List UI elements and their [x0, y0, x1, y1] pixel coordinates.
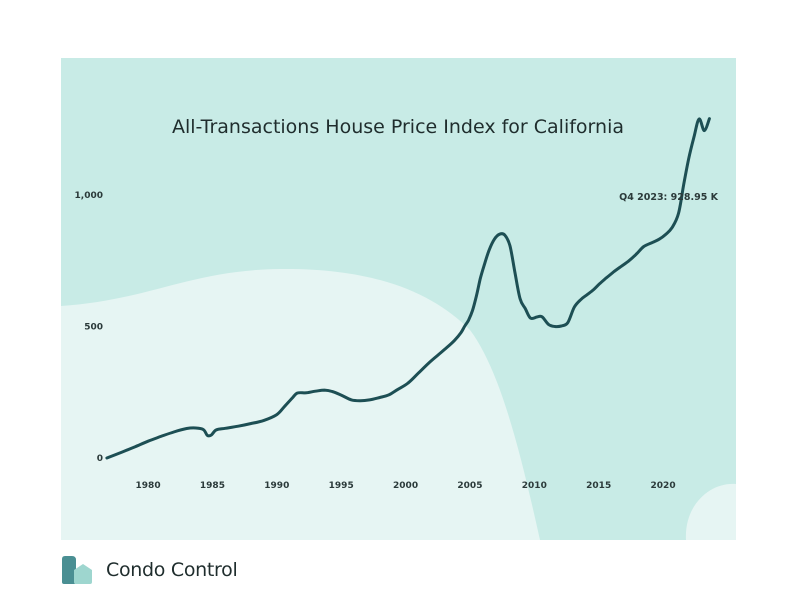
condo-control-logo-icon [62, 556, 92, 584]
x-axis-ticks: 1980 1985 1990 1995 2000 2005 2010 2015 2020 [136, 481, 676, 491]
y-tick-label: 500 [84, 323, 103, 333]
brand-footer: Condo Control [60, 556, 238, 584]
x-tick-label: 1990 [264, 481, 289, 491]
x-tick-label: 2010 [522, 481, 547, 491]
chart-annotation: Q4 2023: 928.95 K [619, 192, 719, 203]
chart-title: All-Transactions House Price Index for C… [172, 116, 624, 138]
x-tick-label: 2015 [586, 481, 611, 491]
y-tick-label: 0 [97, 454, 103, 464]
x-tick-label: 1985 [200, 481, 225, 491]
x-tick-label: 1980 [136, 481, 161, 491]
y-axis-ticks: 0 500 1,000 [75, 191, 103, 464]
x-tick-label: 2020 [651, 481, 676, 491]
brand-name: Condo Control [106, 559, 238, 581]
decorative-hill-shape [61, 268, 540, 540]
y-tick-label: 1,000 [75, 191, 103, 201]
x-tick-label: 2000 [393, 481, 418, 491]
x-tick-label: 1995 [329, 481, 354, 491]
x-tick-label: 2005 [457, 481, 482, 491]
series-line [105, 117, 711, 460]
decorative-corner-shape [685, 483, 736, 540]
